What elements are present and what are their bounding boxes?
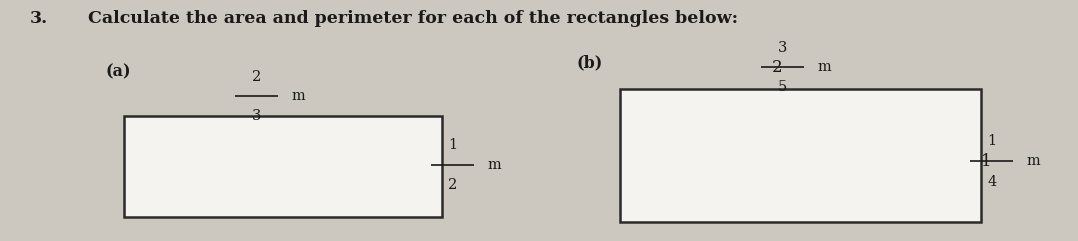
Text: 2: 2 <box>448 178 457 192</box>
Text: 1: 1 <box>987 134 996 148</box>
Text: m: m <box>817 60 831 74</box>
Text: 3.: 3. <box>30 10 49 27</box>
Text: Calculate the area and perimeter for each of the rectangles below:: Calculate the area and perimeter for eac… <box>88 10 738 27</box>
Text: 3: 3 <box>252 109 261 123</box>
Text: 2: 2 <box>772 59 783 76</box>
Text: 5: 5 <box>778 80 787 94</box>
Text: (a): (a) <box>106 64 132 81</box>
Text: 3: 3 <box>778 41 787 55</box>
Bar <box>124 116 442 217</box>
Text: 1: 1 <box>981 153 992 170</box>
Text: m: m <box>1026 154 1040 168</box>
Text: 2: 2 <box>252 70 261 84</box>
Text: m: m <box>487 158 501 172</box>
Text: (b): (b) <box>577 54 603 71</box>
Text: 1: 1 <box>448 138 457 152</box>
Bar <box>620 89 981 222</box>
Text: 4: 4 <box>987 175 996 189</box>
Text: m: m <box>291 89 305 103</box>
